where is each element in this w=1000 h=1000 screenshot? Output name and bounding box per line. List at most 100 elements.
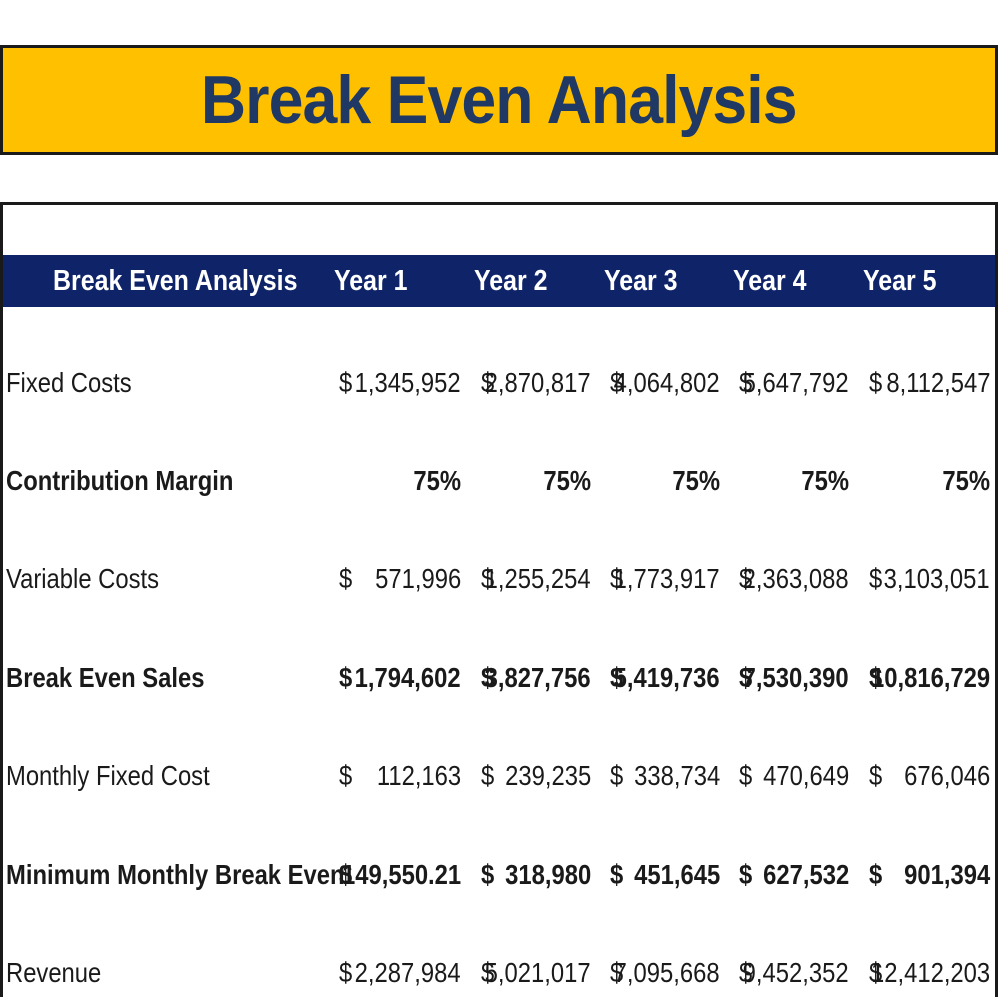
revenue-row: Revenue $2,287,984 $5,021,017 $7,095,668 $9,… — [3, 943, 995, 1000]
currency-symbol: $ — [339, 563, 353, 594]
value-cell-year-2: $1,255,254 — [481, 549, 591, 609]
value-cell-year-5: $901,394 — [869, 845, 990, 905]
amount: 338,734 — [633, 760, 720, 791]
amount: 3,103,051 — [884, 563, 990, 594]
value-cell-year-4: $470,649 — [739, 746, 849, 806]
amount: 1,773,917 — [614, 563, 720, 594]
value-cell-year-5: $8,112,547 — [869, 353, 990, 413]
header-year-5: Year 5 — [863, 264, 937, 297]
currency-symbol: $ — [869, 760, 883, 791]
currency-symbol: $ — [739, 367, 753, 398]
currency-symbol: $ — [610, 563, 624, 594]
break-even-sales-row: Break Even Sales $1,794,602 $3,827,756 $5,4… — [3, 648, 995, 708]
currency-symbol: $ — [739, 760, 753, 791]
amount: 470,649 — [762, 760, 849, 791]
value-cell-year-1: 75% — [339, 451, 461, 511]
amount: 2,287,984 — [355, 957, 461, 988]
contribution-margin-row: Contribution Margin 75% 75% 75% 75% 75% — [3, 451, 995, 511]
value-cell-year-2: $3,827,756 — [481, 648, 591, 708]
amount: 7,095,668 — [614, 957, 720, 988]
currency-symbol: $ — [739, 957, 753, 988]
value-cell-year-5: $3,103,051 — [869, 549, 990, 609]
amount: 3,827,756 — [485, 662, 591, 693]
amount: 2,870,817 — [485, 367, 591, 398]
currency-symbol: $ — [610, 957, 624, 988]
amount: 7,530,390 — [743, 662, 849, 693]
value-cell-year-1: $2,287,984 — [339, 943, 461, 1000]
value-cell-year-3: $5,419,736 — [610, 648, 720, 708]
page-title: Break Even Analysis — [201, 62, 798, 138]
fixed-costs-row: Fixed Costs $1,345,952 $2,870,817 $4,064,80… — [3, 353, 995, 413]
value-cell-year-3: $1,773,917 — [610, 549, 720, 609]
currency-symbol: $ — [739, 563, 753, 594]
amount: 1,345,952 — [355, 367, 461, 398]
amount: 239,235 — [504, 760, 591, 791]
value-cell-year-2: $5,021,017 — [481, 943, 591, 1000]
currency-symbol: $ — [339, 662, 353, 693]
amount: 451,645 — [633, 859, 720, 890]
row-label: Minimum Monthly Break Even — [6, 859, 345, 890]
value-cell-year-1: $1,794,602 — [339, 648, 461, 708]
value-cell-year-3: $451,645 — [610, 845, 720, 905]
value-cell-year-2: 75% — [481, 451, 591, 511]
amount: 75% — [413, 465, 461, 496]
title-banner: Break Even Analysis — [0, 45, 998, 155]
currency-symbol: $ — [339, 859, 353, 890]
value-cell-year-4: 75% — [739, 451, 849, 511]
value-cell-year-1: $571,996 — [339, 549, 461, 609]
currency-symbol: $ — [739, 859, 753, 890]
row-label: Break Even Sales — [6, 662, 205, 693]
amount: 5,419,736 — [614, 662, 720, 693]
header-year-4: Year 4 — [733, 264, 807, 297]
variable-costs-row: Variable Costs $571,996 $1,255,254 $1,773,9… — [3, 549, 995, 609]
amount: 2,363,088 — [743, 563, 849, 594]
value-cell-year-5: 75% — [869, 451, 990, 511]
value-cell-year-2: $2,870,817 — [481, 353, 591, 413]
amount: 8,112,547 — [885, 367, 990, 398]
value-cell-year-3: $4,064,802 — [610, 353, 720, 413]
header-year-2: Year 2 — [474, 264, 548, 297]
currency-symbol: $ — [869, 859, 883, 890]
currency-symbol: $ — [339, 760, 353, 791]
amount: 318,980 — [504, 859, 591, 890]
currency-symbol: $ — [610, 760, 624, 791]
value-cell-year-1: $149,550.21 — [339, 845, 461, 905]
value-cell-year-5: $12,412,203 — [869, 943, 990, 1000]
amount: 112,163 — [376, 760, 461, 791]
amount: 1,255,254 — [485, 563, 591, 594]
currency-symbol: $ — [481, 563, 495, 594]
value-cell-year-4: $627,532 — [739, 845, 849, 905]
currency-symbol: $ — [339, 957, 353, 988]
amount: 10,816,729 — [870, 662, 990, 693]
currency-symbol: $ — [610, 662, 624, 693]
amount: 75% — [942, 465, 990, 496]
value-cell-year-2: $318,980 — [481, 845, 591, 905]
currency-symbol: $ — [739, 662, 753, 693]
amount: 1,794,602 — [355, 662, 461, 693]
amount: 9,452,352 — [743, 957, 849, 988]
currency-symbol: $ — [481, 367, 495, 398]
value-cell-year-4: $7,530,390 — [739, 648, 849, 708]
amount: 627,532 — [762, 859, 849, 890]
row-label: Contribution Margin — [6, 465, 234, 496]
table-header-row: Break Even Analysis Year 1 Year 2 Year 3… — [3, 255, 995, 307]
value-cell-year-4: $5,647,792 — [739, 353, 849, 413]
row-label: Fixed Costs — [6, 367, 132, 398]
row-label: Monthly Fixed Cost — [6, 760, 210, 791]
value-cell-year-2: $239,235 — [481, 746, 591, 806]
currency-symbol: $ — [869, 563, 883, 594]
amount: 75% — [543, 465, 591, 496]
value-cell-year-1: $112,163 — [339, 746, 461, 806]
header-label: Break Even Analysis — [53, 264, 298, 297]
monthly-fixed-cost-row: Monthly Fixed Cost $112,163 $239,235 $338,7… — [3, 746, 995, 806]
row-label: Revenue — [6, 957, 102, 988]
currency-symbol: $ — [869, 957, 883, 988]
value-cell-year-1: $1,345,952 — [339, 353, 461, 413]
amount: 901,394 — [903, 859, 990, 890]
amount: 571,996 — [374, 563, 461, 594]
amount: 75% — [672, 465, 720, 496]
currency-symbol: $ — [610, 859, 624, 890]
amount: 4,064,802 — [614, 367, 720, 398]
amount: 5,021,017 — [485, 957, 591, 988]
